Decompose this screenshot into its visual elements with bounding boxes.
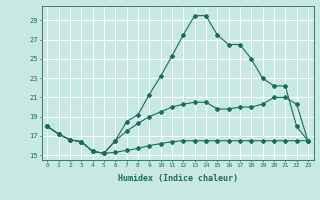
X-axis label: Humidex (Indice chaleur): Humidex (Indice chaleur) (118, 174, 237, 183)
